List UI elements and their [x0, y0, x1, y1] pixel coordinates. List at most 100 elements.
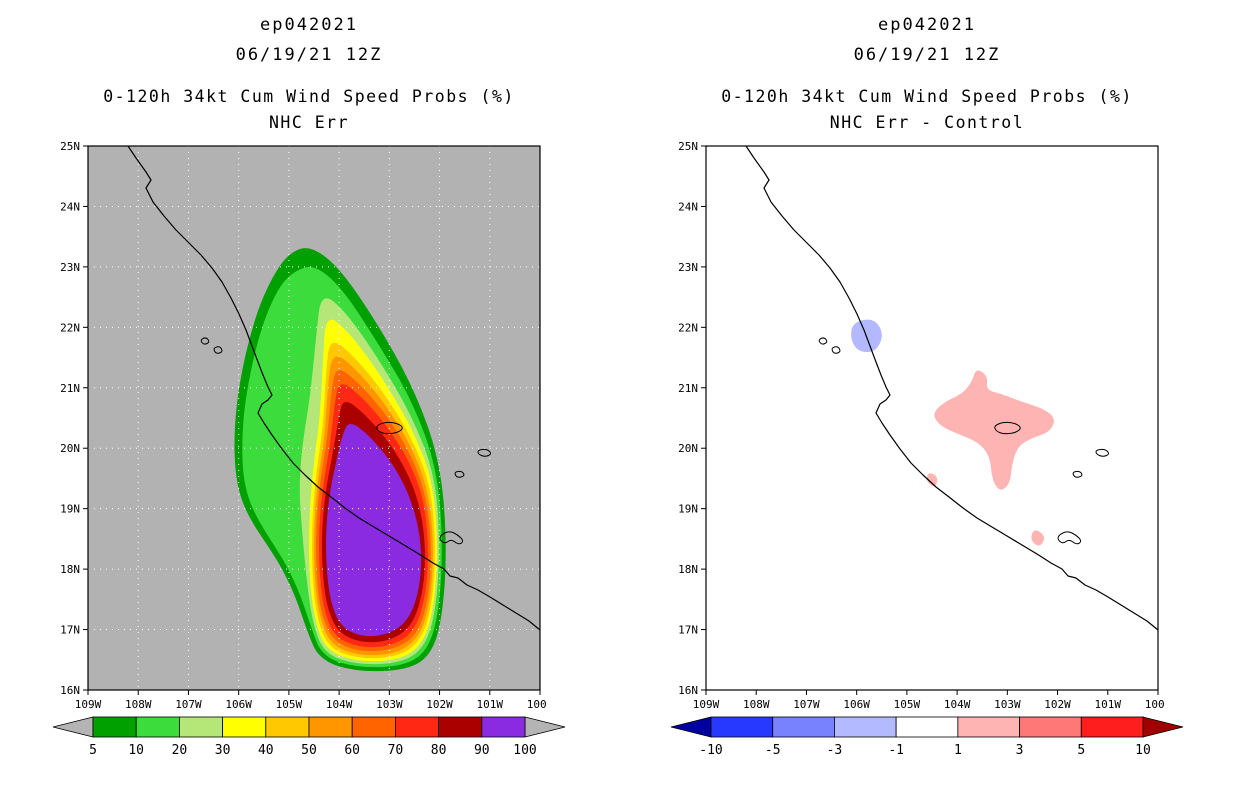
colorbar-label: 60	[344, 743, 360, 758]
prob-band-90-100	[326, 424, 422, 637]
map-frame	[705, 145, 1159, 691]
colorbar-segment	[772, 716, 835, 738]
lon-tick-label: 102W	[426, 698, 453, 711]
colorbar-segment	[1019, 716, 1082, 738]
product-title: 0-120h 34kt Cum Wind Speed Probs (%)	[721, 87, 1133, 106]
colorbar-label: 90	[474, 743, 490, 758]
colorbar-label: 80	[431, 743, 447, 758]
lon-tick-label: 109W	[693, 698, 720, 711]
lat-tick-label: 23N	[678, 261, 698, 274]
lake-patzcuaro	[454, 470, 465, 478]
colorbar-segment	[135, 716, 180, 738]
coastline	[127, 145, 541, 631]
lake-patzcuaro	[1072, 470, 1083, 478]
lon-tick-label: 104W	[944, 698, 971, 711]
colorbar-segment	[178, 716, 223, 738]
lat-tick-label: 20N	[678, 442, 698, 455]
lake-cuitzeo	[477, 448, 492, 457]
colorbar-segment	[438, 716, 483, 738]
probability-colorbar: 5 10 20 30 40 50 60 70 80 90 100	[52, 716, 566, 758]
colorbar-label: 10	[1135, 743, 1151, 758]
product-title: 0-120h 34kt Cum Wind Speed Probs (%)	[103, 87, 515, 106]
lat-tick-label: 21N	[678, 382, 698, 395]
colorbar-segment	[265, 716, 310, 738]
colorbar-label: 1	[954, 743, 962, 758]
islas-marias-island-1	[200, 337, 210, 345]
colorbar-label: 20	[172, 743, 188, 758]
lat-tick-label: 16N	[60, 684, 80, 697]
colorbar-label: 100	[513, 743, 536, 758]
colorbar-label: -5	[765, 743, 781, 758]
lon-tick-label: 104W	[326, 698, 353, 711]
lake-cuitzeo	[1095, 448, 1110, 457]
storm-id-title: ep042021	[878, 15, 976, 35]
colorbar-label: 10	[128, 743, 144, 758]
storm-id-title: ep042021	[260, 15, 358, 35]
lat-tick-label: 25N	[60, 141, 80, 153]
colorbar-segment	[222, 716, 267, 738]
lon-tick-label: 101W	[477, 698, 504, 711]
lon-tick-label: 106W	[843, 698, 870, 711]
lat-tick-label: 16N	[678, 684, 698, 697]
colorbar-right-arrow	[1142, 716, 1184, 738]
lon-tick-label: 101W	[1095, 698, 1122, 711]
lon-tick-label: 106W	[225, 698, 252, 711]
colorbar-segment	[710, 716, 774, 738]
lat-tick-label: 23N	[60, 261, 80, 274]
colorbar-label: -10	[699, 743, 722, 758]
islas-marias-island-2	[213, 346, 223, 354]
colorbar-segment	[895, 716, 959, 738]
lon-tick-label: 102W	[1044, 698, 1071, 711]
lat-tick-label: 18N	[678, 563, 698, 576]
lat-tick-label: 20N	[60, 442, 80, 455]
islas-marias-island-2	[831, 346, 841, 354]
colorbar-label: 40	[258, 743, 274, 758]
colorbar-segment	[1080, 716, 1144, 738]
colorbar-left-arrow	[52, 716, 94, 738]
diff-patch-pos-1-3-spot-b	[1031, 530, 1044, 546]
lon-tick-label: 105W	[894, 698, 921, 711]
infiernillo-reservoir	[439, 531, 464, 545]
lon-tick-label: 100W	[527, 698, 546, 711]
lat-tick-label: 17N	[60, 624, 80, 637]
lake-chapala	[994, 421, 1021, 435]
lat-tick-label: 22N	[60, 321, 80, 334]
colorbar-segment	[481, 716, 526, 738]
diff-patch-pos-1-3-spot-a	[926, 473, 938, 486]
lon-tick-label: 107W	[793, 698, 820, 711]
model-title: NHC Err	[268, 113, 350, 132]
lon-tick-label: 108W	[125, 698, 152, 711]
colorbar-left-arrow	[670, 716, 712, 738]
init-time-title: 06/19/21 12Z	[235, 45, 383, 65]
lat-tick-label: 19N	[678, 503, 698, 516]
colorbar-label: 3	[1016, 743, 1024, 758]
colorbar-segment	[834, 716, 897, 738]
lat-tick-label: 22N	[678, 321, 698, 334]
lon-tick-label: 105W	[276, 698, 303, 711]
map-frame	[87, 145, 541, 691]
model-title: NHC Err - Control	[829, 113, 1025, 132]
colorbar-label: 5	[89, 743, 97, 758]
panel-nhc-err: ep042021 06/19/21 12Z 0-120h 34kt Cum Wi…	[52, 15, 566, 758]
colorbar-right-arrow	[524, 716, 566, 738]
panel-nhc-err-minus-control: ep042021 06/19/21 12Z 0-120h 34kt Cum Wi…	[618, 0, 1236, 800]
colorbar-label: 30	[215, 743, 231, 758]
colorbar-label: 70	[388, 743, 404, 758]
lat-tick-label: 25N	[678, 141, 698, 153]
title-block: ep042021 06/19/21 12Z 0-120h 34kt Cum Wi…	[618, 0, 1236, 136]
lon-tick-label: 103W	[376, 698, 403, 711]
difference-colorbar: -10 -5 -3 -1 1 3 5 10	[670, 716, 1184, 758]
lat-tick-label: 24N	[60, 200, 80, 213]
colorbar-label: 5	[1077, 743, 1085, 758]
lon-tick-label: 108W	[743, 698, 770, 711]
lat-tick-label: 17N	[678, 624, 698, 637]
colorbar-segment	[92, 716, 137, 738]
lon-tick-label: 100W	[1145, 698, 1164, 711]
colorbar-label: -3	[827, 743, 843, 758]
lon-tick-label: 107W	[175, 698, 202, 711]
lat-tick-label: 18N	[60, 563, 80, 576]
coastline	[745, 145, 1159, 631]
